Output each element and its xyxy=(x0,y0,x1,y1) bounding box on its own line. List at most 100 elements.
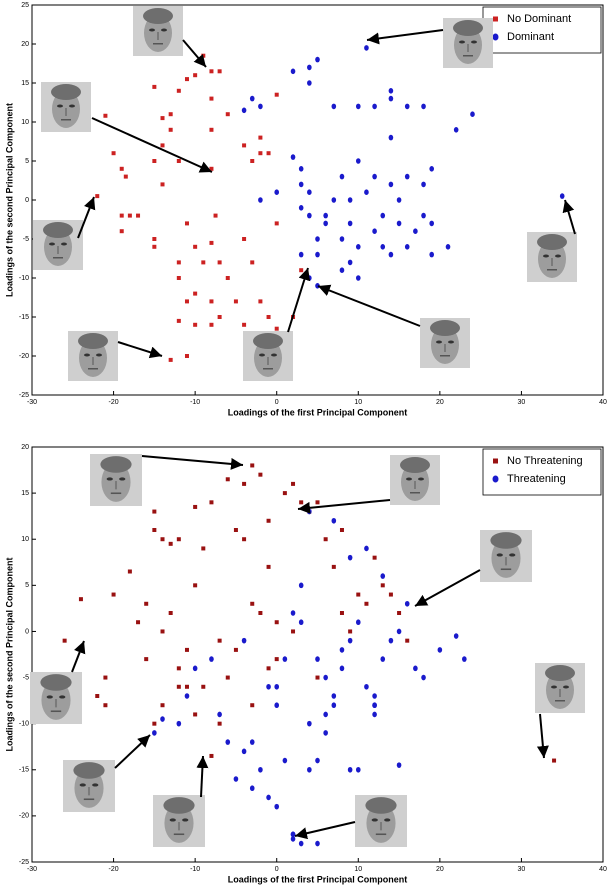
point xyxy=(453,127,459,133)
point xyxy=(152,528,157,532)
point xyxy=(160,143,165,148)
x-tick-label: 10 xyxy=(354,866,362,873)
point xyxy=(111,151,116,156)
point xyxy=(176,276,181,280)
x-tick-label: 0 xyxy=(275,866,279,873)
point xyxy=(168,541,173,546)
arrow xyxy=(182,39,207,68)
x-tick-label: 40 xyxy=(599,399,607,406)
y-tick-label: -20 xyxy=(19,353,29,360)
point xyxy=(315,656,320,662)
point xyxy=(421,103,426,110)
point xyxy=(307,508,312,515)
point xyxy=(429,220,435,227)
point xyxy=(396,197,402,203)
arrow xyxy=(536,713,549,759)
point xyxy=(331,702,337,709)
point xyxy=(176,159,181,163)
point xyxy=(266,666,271,671)
point xyxy=(258,135,263,140)
point xyxy=(274,326,279,331)
face-annotations xyxy=(30,6,585,847)
point xyxy=(380,244,386,250)
point xyxy=(372,711,377,718)
point xyxy=(213,213,218,218)
point xyxy=(307,720,312,727)
point xyxy=(364,189,369,195)
x-tick-label: 0 xyxy=(275,399,279,406)
point xyxy=(298,619,304,626)
point xyxy=(217,721,222,726)
y-tick-label: -25 xyxy=(19,859,29,866)
point xyxy=(364,601,369,606)
y-tick-label: -15 xyxy=(19,314,29,321)
arrow xyxy=(294,821,356,840)
point xyxy=(78,597,83,602)
legend-label: Threatening xyxy=(507,473,566,485)
point xyxy=(298,840,304,847)
scatter-chart: -30 -20 -10 0 10 20 30 40 -25 -20 -15 -10 -5 0 5 10 15 20… xyxy=(4,2,607,418)
point xyxy=(209,299,214,304)
point xyxy=(201,260,206,265)
point xyxy=(176,684,181,689)
point xyxy=(250,260,255,265)
point xyxy=(136,213,141,218)
point xyxy=(298,205,304,211)
point xyxy=(168,112,173,117)
point xyxy=(152,159,157,163)
point xyxy=(355,275,361,281)
point xyxy=(127,213,132,218)
face-image xyxy=(527,232,577,282)
point xyxy=(258,299,263,304)
point xyxy=(388,592,393,597)
face-image xyxy=(420,318,470,368)
point xyxy=(217,260,222,265)
legend-marker xyxy=(493,458,498,464)
point xyxy=(160,629,165,634)
arrow xyxy=(91,117,213,173)
face-image xyxy=(33,220,83,270)
point xyxy=(405,638,410,643)
arrow xyxy=(414,569,481,607)
point xyxy=(233,647,238,652)
point xyxy=(193,244,198,249)
point xyxy=(242,143,247,148)
point xyxy=(331,564,336,569)
point xyxy=(184,693,190,699)
y-tick-label: 15 xyxy=(21,490,29,497)
point xyxy=(299,500,304,505)
y-tick-label: 10 xyxy=(21,119,29,126)
face-image xyxy=(535,663,585,713)
point xyxy=(193,291,198,296)
point xyxy=(347,220,353,227)
x-tick-label: -30 xyxy=(27,399,37,406)
point xyxy=(152,721,157,726)
point xyxy=(355,766,361,773)
point xyxy=(396,220,402,227)
point xyxy=(380,583,385,588)
point xyxy=(347,554,353,561)
point xyxy=(331,517,337,524)
legend-label: Dominant xyxy=(507,31,554,43)
y-tick-label: 0 xyxy=(25,197,29,204)
point xyxy=(396,628,402,635)
y-tick-label: -5 xyxy=(23,674,29,681)
arrow xyxy=(287,267,311,333)
point xyxy=(429,251,435,258)
point xyxy=(266,151,271,156)
point xyxy=(209,127,214,132)
point xyxy=(331,197,337,203)
point xyxy=(282,491,287,496)
point xyxy=(241,748,247,755)
point xyxy=(144,601,149,606)
scatter-chart: -30 -20 -10 0 10 20 30 40 -25 -20 -15 -10 -5 0 5 10 15 20… xyxy=(4,444,607,885)
point xyxy=(123,174,128,179)
point xyxy=(119,166,124,171)
point xyxy=(347,197,353,203)
point xyxy=(225,112,230,117)
point xyxy=(111,592,116,597)
y-tick-label: -20 xyxy=(19,813,29,820)
point xyxy=(233,528,238,532)
point xyxy=(298,251,304,258)
x-axis-label: Loadings of the first Principal Componen… xyxy=(228,407,408,417)
